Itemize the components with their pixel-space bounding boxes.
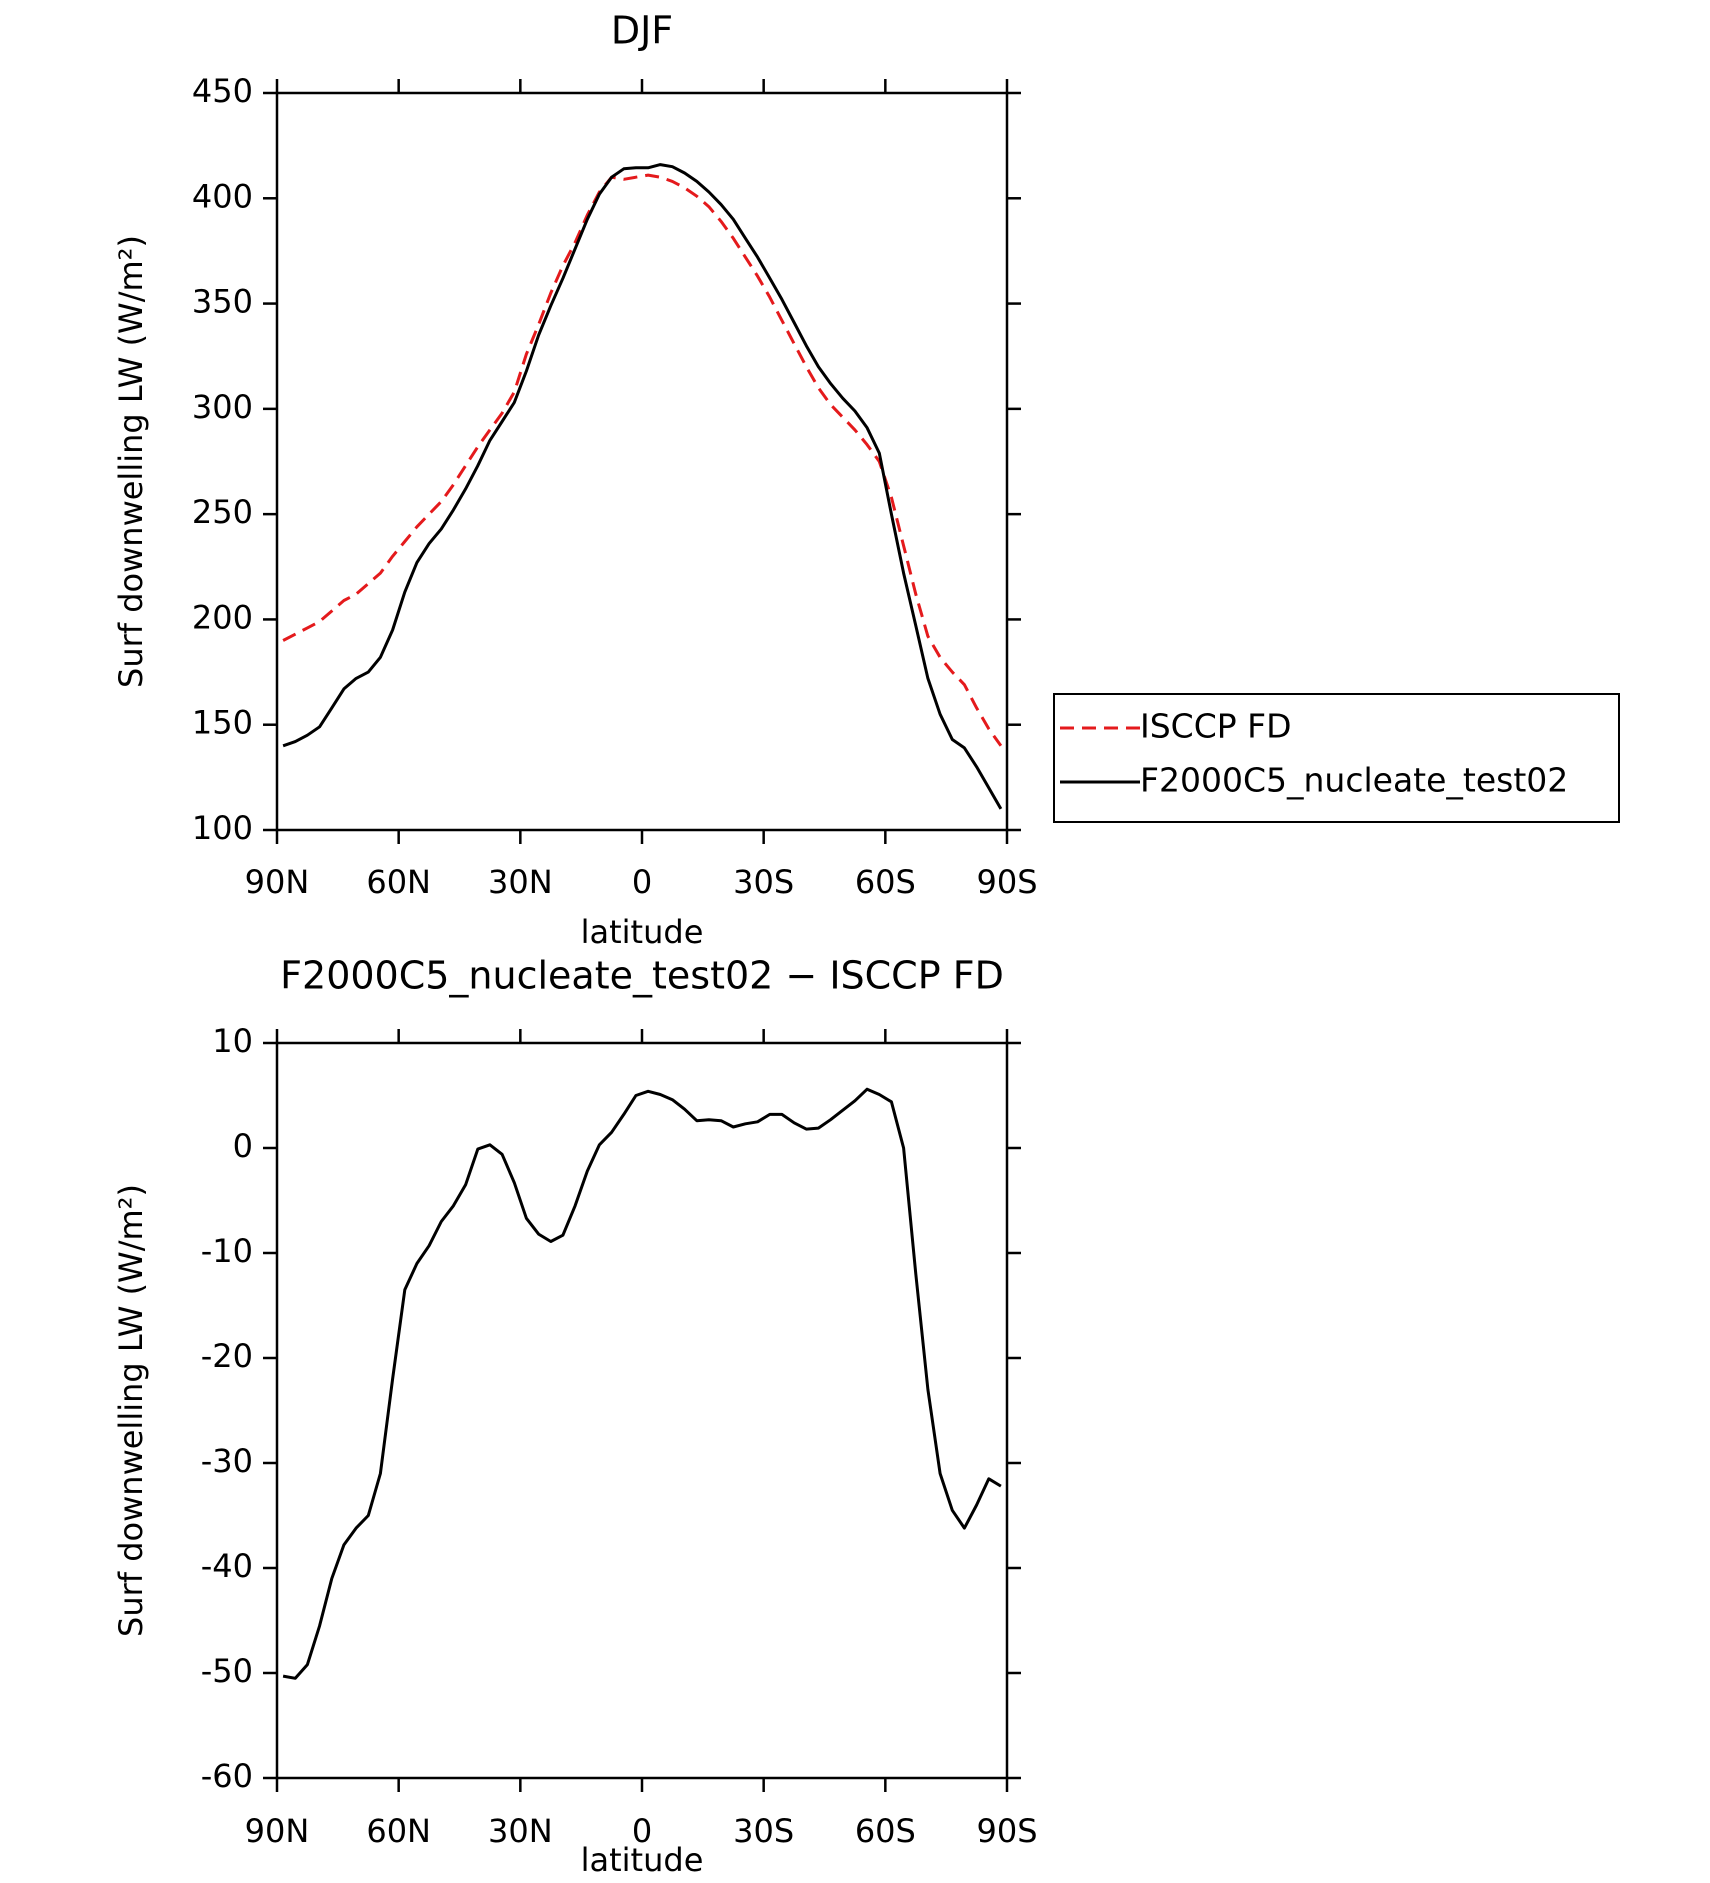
y-tick-label: 450 [192,72,253,110]
plot-frame [275,91,1009,832]
chart-title: DJF [611,9,673,53]
y-tick-label: -50 [201,1652,253,1690]
y-tick-label: 150 [192,704,253,742]
x-axis-label: latitude [581,913,704,951]
y-tick-label: 300 [192,388,253,426]
legend-label: F2000C5_nucleate_test02 [1140,761,1568,800]
y-tick-label: -60 [201,1757,253,1795]
y-tick-label: 400 [192,177,253,215]
y-tick-label: -20 [201,1337,253,1375]
legend-label: ISCCP FD [1140,707,1292,746]
x-tick-label: 60N [366,1812,431,1850]
plot-frame [275,1041,1009,1780]
x-tick-label: 90S [976,863,1037,901]
data-line [282,173,1003,747]
x-tick-label: 60S [855,863,916,901]
y-tick-label: -30 [201,1442,253,1480]
x-tick-label: 30S [733,863,794,901]
y-axis-label: Surf downwelling LW (W/m²) [112,1184,150,1637]
y-tick-label: 350 [192,283,253,321]
x-tick-label: 0 [632,863,652,901]
y-tick-label: 0 [233,1127,253,1165]
y-tick-label: 200 [192,598,253,636]
x-tick-label: 30N [488,863,553,901]
y-tick-label: 100 [192,809,253,847]
x-axis-label: latitude [581,1841,704,1879]
x-tick-label: 60S [855,1812,916,1850]
legend-box [1053,693,1620,823]
x-tick-label: 30N [488,1812,553,1850]
x-tick-label: 60N [366,863,431,901]
x-tick-label: 90S [976,1812,1037,1850]
data-line [282,1087,1002,1680]
y-tick-label: -10 [201,1232,253,1270]
y-tick-label: -40 [201,1547,253,1585]
x-tick-label: 0 [632,1812,652,1850]
x-tick-label: 90N [245,863,310,901]
y-tick-label: 250 [192,493,253,531]
x-tick-label: 30S [733,1812,794,1850]
y-tick-label: 10 [212,1022,253,1060]
x-tick-label: 90N [245,1812,310,1850]
chart-title: F2000C5_nucleate_test02 − ISCCP FD [280,954,1004,998]
data-line [282,163,1003,810]
y-axis-label: Surf downwelling LW (W/m²) [112,235,150,688]
